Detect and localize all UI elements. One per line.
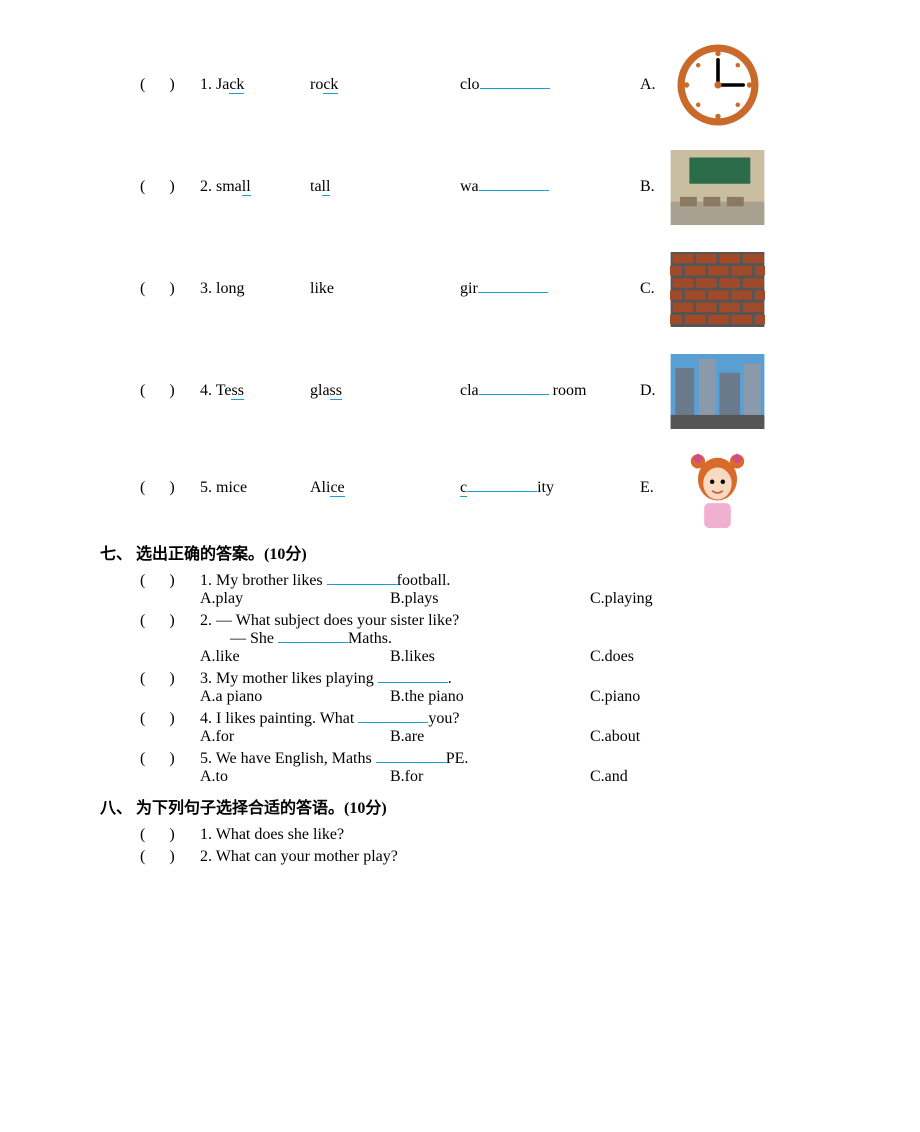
mc-options: A.like B.likes C.does (200, 648, 860, 666)
row-num-word: 1. Jack (200, 76, 310, 94)
question-text: 1. My brother likes football. (200, 572, 860, 590)
option-a[interactable]: A.a piano (200, 688, 390, 706)
row-letter: E. (640, 479, 670, 497)
row-num-word: 3. long (200, 280, 310, 298)
answer-slot[interactable]: ( ) (140, 612, 200, 630)
row-letter: A. (640, 76, 670, 94)
mc-question: ( ) 1. My brother likes football. A.play… (140, 572, 860, 608)
city-icon (670, 351, 765, 431)
row-blank[interactable]: city (460, 479, 640, 497)
section7-title: 七、 选出正确的答案。(10分) (100, 540, 860, 564)
row-word2: glass (310, 382, 460, 400)
page-content: ( ) 1. Jack rock clo A. (140, 40, 860, 866)
row-num-word: 5. mice (200, 479, 310, 497)
row-blank[interactable]: cla room (460, 382, 640, 400)
section6-matching: ( ) 1. Jack rock clo A. (140, 40, 860, 528)
option-c[interactable]: C.and (590, 768, 740, 786)
match-row: ( ) 5. mice Alice city E. (140, 448, 860, 528)
option-b[interactable]: B.are (390, 728, 590, 746)
option-c[interactable]: C.does (590, 648, 740, 666)
question-text: — She Maths. (200, 630, 860, 648)
option-b[interactable]: B.plays (390, 590, 590, 608)
answer-slot[interactable]: ( ) (140, 710, 200, 728)
answer-slot[interactable]: ( ) (140, 280, 200, 298)
option-c[interactable]: C.about (590, 728, 740, 746)
option-b[interactable]: B.the piano (390, 688, 590, 706)
question-text: 2. What can your mother play? (200, 848, 860, 866)
row-word2: tall (310, 178, 460, 196)
answer-slot[interactable]: ( ) (140, 750, 200, 768)
mc-options: A.for B.are C.about (200, 728, 860, 746)
question-text: 1. What does she like? (200, 826, 860, 844)
answer-slot[interactable]: ( ) (140, 76, 200, 94)
wall-icon (670, 249, 765, 329)
match-row: ( ) 4. Tess glass cla room D. (140, 346, 860, 436)
answer-slot[interactable]: ( ) (140, 178, 200, 196)
mc-options: A.a piano B.the piano C.piano (200, 688, 860, 706)
mc-question: ( ) 2. — What subject does your sister l… (140, 612, 860, 666)
answer-slot[interactable]: ( ) (140, 848, 200, 866)
row-blank[interactable]: clo (460, 76, 640, 94)
match-row: ( ) 1. Jack rock clo A. (140, 40, 860, 130)
answer-slot[interactable]: ( ) (140, 670, 200, 688)
row-num-word: 2. small (200, 178, 310, 196)
short-question: ( ) 2. What can your mother play? (140, 848, 860, 866)
section7-questions: ( ) 1. My brother likes football. A.play… (140, 572, 860, 786)
short-question: ( ) 1. What does she like? (140, 826, 860, 844)
row-blank[interactable]: wa (460, 178, 640, 196)
row-letter: B. (640, 178, 670, 196)
mc-options: A.play B.plays C.playing (200, 590, 860, 608)
row-letter: C. (640, 280, 670, 298)
answer-slot[interactable]: ( ) (140, 572, 200, 590)
option-b[interactable]: B.for (390, 768, 590, 786)
section8-questions: ( ) 1. What does she like? ( ) 2. What c… (140, 826, 860, 866)
row-word2: Alice (310, 479, 460, 497)
section8-title: 八、 为下列句子选择合适的答语。(10分) (100, 794, 860, 818)
option-a[interactable]: A.for (200, 728, 390, 746)
row-num-word: 4. Tess (200, 382, 310, 400)
answer-slot[interactable]: ( ) (140, 479, 200, 497)
row-letter: D. (640, 382, 670, 400)
question-text: 4. I likes painting. What you? (200, 710, 860, 728)
row-word2: like (310, 280, 460, 298)
question-text: 2. — What subject does your sister like? (200, 612, 860, 630)
option-a[interactable]: A.like (200, 648, 390, 666)
answer-slot[interactable]: ( ) (140, 382, 200, 400)
mc-question: ( ) 4. I likes painting. What you? A.for… (140, 710, 860, 746)
clock-icon (670, 45, 765, 125)
classroom-icon (670, 147, 765, 227)
question-text: 5. We have English, Maths PE. (200, 750, 860, 768)
answer-slot[interactable]: ( ) (140, 826, 200, 844)
option-a[interactable]: A.play (200, 590, 390, 608)
match-row: ( ) 2. small tall wa B. (140, 142, 860, 232)
row-blank[interactable]: gir (460, 280, 640, 298)
mc-options: A.to B.for C.and (200, 768, 860, 786)
girl-icon (670, 448, 765, 528)
option-c[interactable]: C.piano (590, 688, 740, 706)
match-row: ( ) 3. long like gir C. (140, 244, 860, 334)
row-word2: rock (310, 76, 460, 94)
option-b[interactable]: B.likes (390, 648, 590, 666)
mc-question: ( ) 5. We have English, Maths PE. A.to B… (140, 750, 860, 786)
mc-question: ( ) 3. My mother likes playing . A.a pia… (140, 670, 860, 706)
option-c[interactable]: C.playing (590, 590, 740, 608)
question-text: 3. My mother likes playing . (200, 670, 860, 688)
option-a[interactable]: A.to (200, 768, 390, 786)
